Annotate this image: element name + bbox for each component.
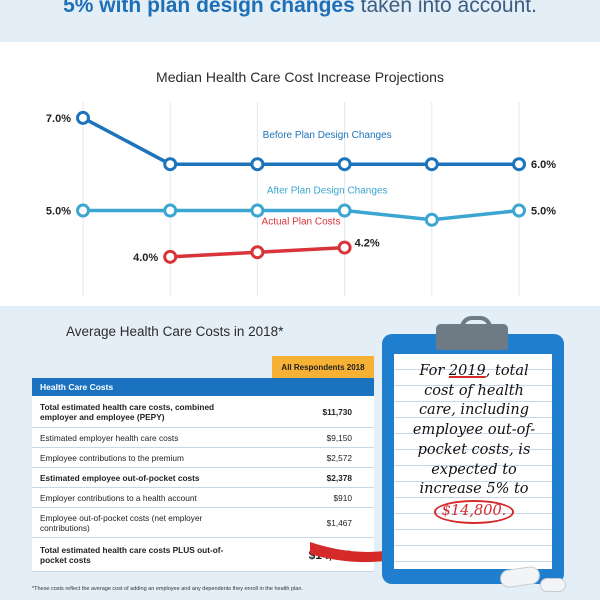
data-label: 6.0% <box>531 159 556 171</box>
data-point <box>250 245 265 260</box>
data-point <box>337 157 352 172</box>
series-name: Actual Plan Costs <box>262 217 341 228</box>
data-point <box>76 203 90 218</box>
row-label: Total estimated health care costs PLUS o… <box>40 544 224 565</box>
note-year: 2019 <box>448 363 486 379</box>
table-row: Employee out-of-pocket costs (net employ… <box>32 508 374 538</box>
headline-bold: 5% with plan design changes <box>63 0 355 17</box>
note-body: , total cost of health care, including e… <box>412 363 536 498</box>
clipboard-clip-top-icon <box>436 316 508 350</box>
series-name: Before Plan Design Changes <box>263 130 392 141</box>
note-amount: $14,800. <box>433 499 515 524</box>
data-point <box>512 203 526 218</box>
data-point <box>337 203 352 218</box>
table-row: Estimated employer health care costs $9,1… <box>32 428 374 448</box>
row-value: $2,572 <box>326 452 352 463</box>
row-value: $1,467 <box>326 517 352 528</box>
table-row: Estimated employee out-of-pocket costs $2… <box>32 468 374 488</box>
column-header: All Respondents 2018 <box>272 356 374 378</box>
projection-note: For 2019, total cost of health care, inc… <box>404 362 544 524</box>
note-prefix: For <box>419 363 449 379</box>
row-value: $9,150 <box>326 432 352 443</box>
data-point <box>424 212 439 227</box>
data-point <box>163 249 178 264</box>
headline-rest: taken into account. <box>354 0 537 17</box>
row-label: Employee contributions to the premium <box>40 452 184 463</box>
row-value: $2,378 <box>326 472 352 483</box>
series-line-0 <box>82 116 519 166</box>
line-chart: 201420152016201720182019Before Plan Desi… <box>46 102 556 296</box>
data-point <box>337 240 352 255</box>
data-point <box>424 157 439 172</box>
table-row: Employee contributions to the premium $2,… <box>32 448 374 468</box>
row-label: Employer contributions to a health accou… <box>40 492 197 503</box>
row-label: Total estimated health care costs, combi… <box>40 401 215 422</box>
row-value: $910 <box>333 492 352 503</box>
data-label: 4.2% <box>355 238 380 250</box>
data-label: 5.0% <box>531 206 556 218</box>
row-label: Estimated employee out-of-pocket costs <box>40 472 200 483</box>
pill-icon <box>540 578 566 592</box>
clipboard-paper <box>394 354 552 569</box>
data-label: 5.0% <box>46 206 71 218</box>
table-row: Employer contributions to a health accou… <box>32 488 374 508</box>
data-label: 7.0% <box>46 113 71 125</box>
data-point <box>76 110 90 125</box>
headline: 5% with plan design changes taken into a… <box>0 0 600 18</box>
row-label: Employee out-of-pocket costs (net employ… <box>40 512 203 533</box>
data-point <box>512 157 526 172</box>
row-value: $11,730 <box>322 406 352 417</box>
table-title: Average Health Care Costs in 2018* <box>66 324 284 339</box>
footnote: *These costs reflect the average cost of… <box>32 586 303 592</box>
data-label: 4.0% <box>133 252 158 264</box>
section-header: Health Care Costs <box>32 378 374 396</box>
table-row: Total estimated health care costs, combi… <box>32 396 374 428</box>
data-point <box>163 157 178 172</box>
data-point <box>163 203 178 218</box>
data-point <box>250 157 265 172</box>
data-point <box>250 203 265 218</box>
top-banner: 5% with plan design changes taken into a… <box>0 0 600 42</box>
row-label: Estimated employer health care costs <box>40 432 179 443</box>
chart-panel: Median Health Care Cost Increase Project… <box>0 42 600 306</box>
series-line-1 <box>83 208 520 222</box>
chart-title: Median Health Care Cost Increase Project… <box>156 69 444 85</box>
series-name: After Plan Design Changes <box>267 186 388 197</box>
